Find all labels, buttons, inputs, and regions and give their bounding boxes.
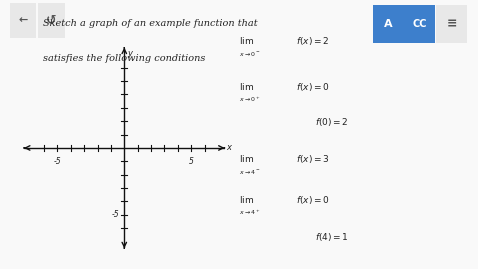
Text: CC: CC [412, 19, 427, 29]
Text: $x\rightarrow 4^+$: $x\rightarrow 4^+$ [239, 208, 261, 217]
Text: $f(4) = 1$: $f(4) = 1$ [315, 231, 349, 243]
Text: $\lim$: $\lim$ [239, 153, 254, 164]
Text: ≡: ≡ [446, 18, 456, 31]
Text: A: A [384, 19, 393, 29]
Text: $x\rightarrow 4^-$: $x\rightarrow 4^-$ [239, 168, 261, 176]
Text: $f(x) = 2$: $f(x) = 2$ [296, 35, 330, 47]
Text: $\lim$: $\lim$ [239, 35, 254, 46]
Text: $x\rightarrow 0^+$: $x\rightarrow 0^+$ [239, 95, 261, 104]
Text: $\lim$: $\lim$ [239, 194, 254, 205]
Text: ↺: ↺ [46, 14, 56, 27]
Text: 5: 5 [189, 157, 194, 166]
Text: $f(x) = 0$: $f(x) = 0$ [296, 194, 330, 206]
Text: $f(x) = 3$: $f(x) = 3$ [296, 153, 330, 165]
Text: $\lim$: $\lim$ [239, 81, 254, 92]
Text: y: y [128, 49, 132, 58]
Text: -5: -5 [54, 157, 61, 166]
Text: $f(x) = 0$: $f(x) = 0$ [296, 81, 330, 93]
Text: -5: -5 [112, 210, 120, 220]
Text: $f(0) = 2$: $f(0) = 2$ [315, 116, 349, 128]
Text: $x\rightarrow 0^-$: $x\rightarrow 0^-$ [239, 50, 261, 58]
Text: x: x [227, 143, 232, 153]
Text: Sketch a graph of an example function that: Sketch a graph of an example function th… [43, 19, 258, 28]
Text: satisfies the following conditions: satisfies the following conditions [43, 54, 206, 63]
Text: ←: ← [18, 15, 27, 25]
